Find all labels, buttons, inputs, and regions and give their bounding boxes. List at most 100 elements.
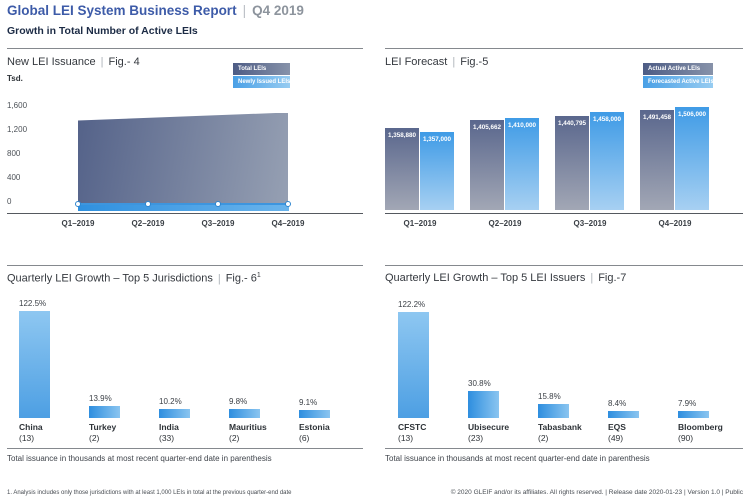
legend-actual-active-leis: Actual Active LEIs [643, 63, 713, 75]
growth-percent-label: 122.5% [19, 299, 47, 309]
growth-percent-label: 122.2% [398, 299, 426, 309]
divider-line [7, 48, 363, 49]
report-title-row: Global LEI System Business Report | Q4 201… [7, 3, 304, 18]
actual-active-leis-bar [640, 110, 674, 210]
legend-newly-issued-leis: Newly Issued LEIs [233, 76, 290, 88]
data-point-marker [215, 200, 221, 207]
fig4-y-unit-label: Tsd. [7, 74, 23, 83]
category-label: CFSTC [398, 422, 427, 432]
fig5-legend: Actual Active LEIs Forecasted Active LEI… [643, 63, 713, 89]
divider-line [7, 265, 363, 266]
fig4-legend: Total LEIs Newly Issued LEIs [233, 63, 290, 89]
data-point-marker [145, 200, 151, 207]
growth-bar [678, 411, 709, 418]
issuance-count-label: (2) [229, 433, 240, 443]
growth-bar [19, 311, 50, 418]
issuance-count-label: (13) [19, 433, 35, 443]
category-label: Ubisecure [468, 422, 510, 432]
forecast-bar-value-label: 1,357,000 [422, 136, 451, 143]
category-label: Estonia [299, 422, 330, 432]
growth-bar [299, 410, 330, 418]
fig6-title: Quarterly LEI Growth – Top 5 Jurisdictio… [7, 272, 261, 285]
issuance-count-label: (2) [89, 433, 100, 443]
growth-percent-label: 15.8% [538, 392, 561, 402]
fig4-y-tick-label: 400 [7, 173, 21, 182]
issuance-count-label: (90) [678, 433, 694, 443]
growth-percent-label: 10.2% [159, 397, 182, 407]
pipe: | [217, 272, 221, 285]
category-label: India [159, 422, 179, 432]
report-subtitle: Growth in Total Number of Active LEIs [7, 25, 198, 37]
copyright-footer: © 2020 GLEIF and/or its affiliates. All … [450, 489, 743, 496]
category-label: China [19, 422, 43, 432]
issuance-count-label: (49) [608, 433, 624, 443]
category-label: Tabasbank [538, 422, 582, 432]
fig5-x-axis-label: Q1–2019 [403, 219, 437, 228]
divider-line [385, 48, 743, 49]
report-title: Global LEI System Business Report [7, 3, 237, 18]
fig6-number: Fig.- 6 [225, 272, 257, 285]
forecasted-active-leis-bar [590, 112, 624, 210]
actual-bar-value-label: 1,440,795 [557, 120, 586, 127]
fig4-number: Fig.- 4 [108, 56, 140, 68]
fig5-x-axis-label: Q4–2019 [658, 219, 692, 228]
divider-line [7, 448, 363, 449]
divider-line [385, 265, 743, 266]
category-label: Turkey [89, 422, 117, 432]
fig4-x-axis-label: Q4–2019 [271, 219, 305, 228]
data-point-marker [285, 200, 291, 207]
fig7-number: Fig.-7 [598, 272, 627, 284]
category-label: Mauritius [229, 422, 267, 432]
growth-bar [159, 409, 190, 418]
pipe: | [100, 56, 104, 68]
growth-bar [538, 404, 569, 418]
growth-bar [229, 409, 260, 418]
footnote: 1. Analysis includes only those jurisdic… [7, 490, 292, 496]
fig7-title-text: Quarterly LEI Growth – Top 5 LEI Issuers [385, 272, 586, 284]
growth-percent-label: 8.4% [608, 398, 627, 408]
forecasted-active-leis-bar [675, 107, 709, 210]
fig7-note: Total issuance in thousands at most rece… [385, 454, 650, 463]
total-leis-area [78, 112, 288, 205]
pipe: | [590, 272, 594, 284]
issuance-count-label: (23) [468, 433, 484, 443]
issuance-count-label: (33) [159, 433, 175, 443]
fig4-y-tick-label: 800 [7, 149, 21, 158]
issuance-count-label: (2) [538, 433, 549, 443]
forecasted-active-leis-bar [505, 118, 539, 210]
actual-bar-value-label: 1,491,458 [642, 114, 671, 121]
fig4-y-tick-label: 0 [7, 197, 12, 206]
divider-line [385, 448, 743, 449]
issuance-count-label: (6) [299, 433, 310, 443]
growth-percent-label: 13.9% [89, 393, 112, 403]
growth-percent-label: 30.8% [468, 379, 491, 389]
category-label: EQS [608, 422, 626, 432]
growth-bar [398, 311, 429, 418]
fig5-title-text: LEI Forecast [385, 56, 448, 68]
actual-active-leis-bar [385, 128, 419, 210]
fig5-title: LEI Forecast | Fig.-5 [385, 56, 488, 68]
data-point-marker [75, 200, 81, 207]
issuance-count-label: (13) [398, 433, 414, 443]
growth-bar [608, 410, 639, 418]
forecast-bar-value-label: 1,458,000 [592, 116, 621, 123]
newly-issued-leis-band [78, 203, 289, 211]
title-divider: | [242, 3, 247, 18]
fig5-x-axis-label: Q2–2019 [488, 219, 522, 228]
actual-active-leis-bar [470, 120, 504, 210]
forecasted-active-leis-bar [420, 132, 454, 210]
actual-bar-value-label: 1,358,880 [387, 132, 416, 139]
growth-bar [468, 391, 499, 418]
fig4-title: New LEI Issuance | Fig.- 4 [7, 56, 140, 68]
fig4-title-text: New LEI Issuance [7, 56, 96, 68]
fig4-x-axis-label: Q2–2019 [131, 219, 165, 228]
fig6-footnote-marker: 1 [256, 272, 261, 279]
legend-total-leis: Total LEIs [233, 63, 290, 75]
fig4-x-axis-label: Q3–2019 [201, 219, 235, 228]
actual-active-leis-bar [555, 116, 589, 210]
category-label: Bloomberg [678, 422, 723, 432]
growth-percent-label: 9.1% [299, 398, 318, 408]
legend-forecasted-active-leis: Forecasted Active LEIs [643, 76, 713, 88]
pipe: | [452, 56, 456, 68]
